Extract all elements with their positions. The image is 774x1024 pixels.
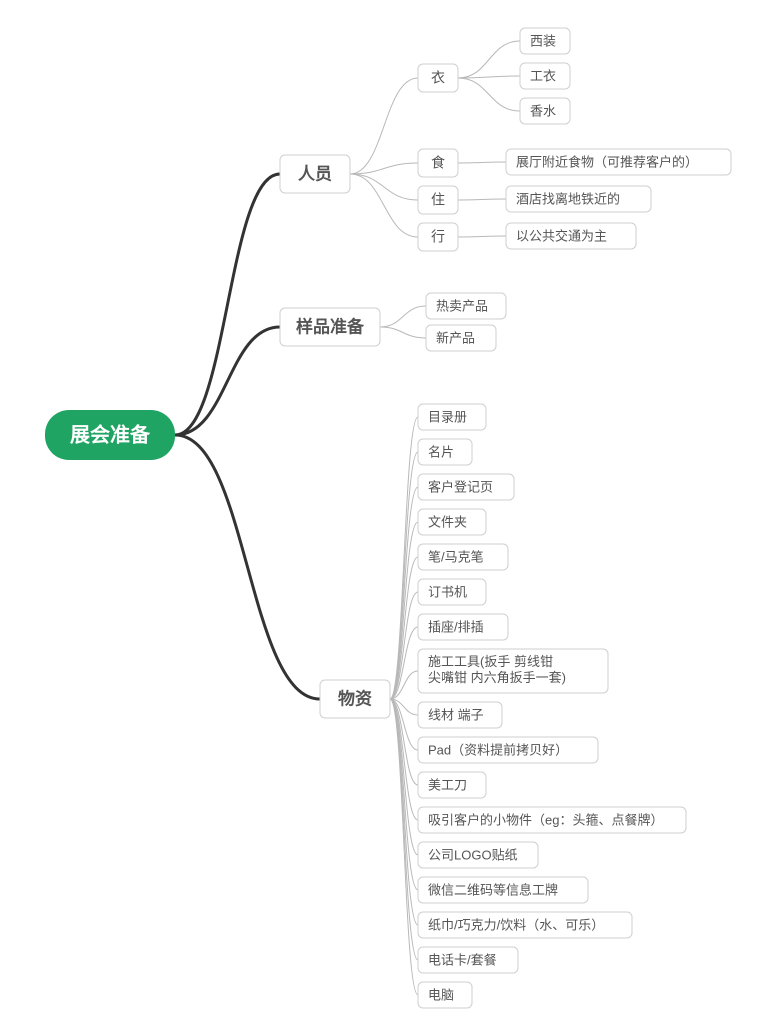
leaf-node: Pad（资料提前拷贝好）: [418, 737, 598, 763]
edge: [390, 699, 418, 820]
node-label: 住: [431, 192, 445, 208]
edge: [390, 487, 418, 699]
edge: [458, 162, 506, 163]
edge: [458, 236, 506, 237]
node-label: 香水: [530, 103, 556, 118]
leaf-node: 电脑: [418, 982, 472, 1008]
node-label: 酒店找离地铁近的: [516, 191, 620, 206]
node-label: 订书机: [428, 584, 467, 599]
edge: [458, 78, 520, 111]
edge: [175, 435, 320, 699]
level1-node: 物资: [320, 680, 390, 718]
leaf-node: 施工工具(扳手 剪线钳尖嘴钳 内六角扳手一套): [418, 649, 608, 693]
edge: [380, 327, 426, 338]
edge: [390, 699, 418, 925]
node-label: 展会准备: [70, 422, 151, 446]
edge: [458, 199, 506, 200]
leaf-node: 名片: [418, 439, 472, 465]
node-label: 食: [431, 155, 445, 171]
node-label: 人员: [298, 164, 332, 183]
leaf-node: 微信二维码等信息工牌: [418, 877, 588, 903]
node-label: 热卖产品: [436, 298, 488, 313]
node-label: 西装: [530, 33, 556, 48]
leaf-node: 公司LOGO贴纸: [418, 842, 538, 868]
edge: [350, 174, 418, 237]
leaf-node: 电话卡/套餐: [418, 947, 518, 973]
node-label: 以公共交通为主: [516, 228, 607, 243]
leaf-node: 客户登记页: [418, 474, 514, 500]
node-label: 美工刀: [428, 777, 467, 792]
node-label: 公司LOGO贴纸: [428, 847, 518, 862]
node-label: 新产品: [436, 330, 475, 345]
node-label: 物资: [338, 688, 372, 708]
edge: [390, 699, 418, 960]
node-label: 目录册: [428, 409, 467, 424]
leaf-node: 目录册: [418, 404, 486, 430]
level1-node: 样品准备: [280, 308, 380, 346]
node-label: 名片: [428, 444, 454, 459]
leaf-node: 线材 端子: [418, 702, 502, 728]
node-label: 电话卡/套餐: [428, 952, 497, 967]
leaf-node: 热卖产品: [426, 293, 506, 319]
leaf-node: 酒店找离地铁近的: [506, 186, 651, 212]
node-label: 文件夹: [428, 514, 467, 529]
node-label: 衣: [431, 70, 445, 86]
leaf-node: 纸巾/巧克力/饮料（水、可乐）: [418, 912, 632, 938]
leaf-node: 以公共交通为主: [506, 223, 636, 249]
level2-node: 食: [418, 149, 458, 177]
node-label: 施工工具(扳手 剪线钳尖嘴钳 内六角扳手一套): [428, 654, 566, 685]
level1-node: 人员: [280, 155, 350, 193]
leaf-node: 笔/马克笔: [418, 544, 508, 570]
leaf-node: 香水: [520, 98, 570, 124]
node-label: 笔/马克笔: [428, 549, 484, 564]
leaf-node: 展厅附近食物（可推荐客户的）: [506, 149, 731, 175]
root-node: 展会准备: [45, 410, 175, 460]
node-label: 客户登记页: [428, 479, 493, 494]
node-label: 行: [431, 229, 445, 245]
leaf-node: 工衣: [520, 63, 570, 89]
leaf-node: 吸引客户的小物件（eg：头箍、点餐牌）: [418, 807, 686, 833]
mindmap-canvas: 展会准备 人员样品准备物资 衣食住行 西装工衣香水展厅附近食物（可推荐客户的） 酒店找离…: [0, 0, 774, 1024]
edge: [458, 41, 520, 78]
leaf-node: 西装: [520, 28, 570, 54]
edge: [175, 174, 280, 435]
node-label: 纸巾/巧克力/饮料（水、可乐）: [428, 917, 604, 932]
node-label: 插座/排插: [428, 619, 484, 634]
node-label: 微信二维码等信息工牌: [428, 882, 558, 897]
leaf-node: 新产品: [426, 325, 496, 351]
node-label: 吸引客户的小物件（eg：头箍、点餐牌）: [428, 812, 663, 827]
leaf-node: 美工刀: [418, 772, 486, 798]
node-label: 工衣: [530, 68, 556, 83]
edge: [390, 699, 418, 890]
node-label: 展厅附近食物（可推荐客户的）: [516, 154, 698, 169]
edge: [350, 163, 418, 174]
node-label: Pad（资料提前拷贝好）: [428, 742, 568, 757]
level2-node: 行: [418, 223, 458, 251]
edge: [350, 174, 418, 200]
leaf-node: 订书机: [418, 579, 486, 605]
leaf-node: 文件夹: [418, 509, 486, 535]
edge: [350, 78, 418, 174]
edge: [380, 306, 426, 327]
node-label: 线材 端子: [428, 707, 484, 722]
edge: [175, 327, 280, 435]
node-label: 样品准备: [296, 316, 365, 336]
leaf-node: 插座/排插: [418, 614, 508, 640]
node-label: 电脑: [428, 987, 454, 1002]
level2-node: 住: [418, 186, 458, 214]
level2-node: 衣: [418, 64, 458, 92]
